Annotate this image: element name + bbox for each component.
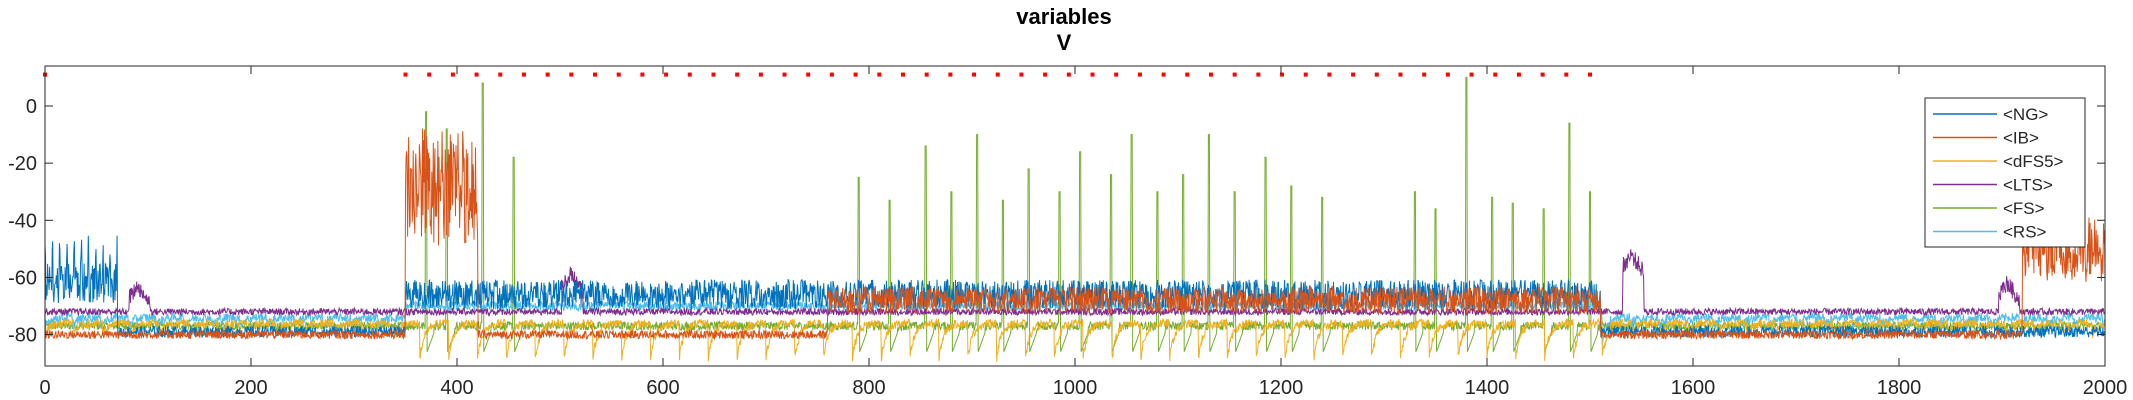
stimulus-marker [1256, 72, 1261, 77]
stimulus-marker [1090, 72, 1095, 77]
legend: <NG> <IB> <dFS5> <LTS> <FS> <RS> [1924, 97, 2086, 248]
series-line [45, 128, 2105, 341]
stimulus-marker [1208, 72, 1213, 77]
stimulus-marker [640, 72, 645, 77]
stimulus-marker [924, 72, 929, 77]
stimulus-marker [711, 72, 716, 77]
stimulus-marker [972, 72, 977, 77]
x-tick-label: 1000 [1053, 377, 1098, 399]
legend-label: <RS> [2003, 223, 2047, 242]
stimulus-marker [545, 72, 550, 77]
stimulus-marker [1540, 72, 1545, 77]
stimulus-marker [900, 72, 905, 77]
stimulus-marker [1066, 72, 1071, 77]
stimulus-marker [1232, 72, 1237, 77]
stimulus-marker [498, 72, 503, 77]
series-line [45, 317, 2105, 362]
stimulus-marker [1588, 72, 1592, 77]
series-layer [45, 76, 2105, 362]
stimulus-marker [758, 72, 763, 77]
stimulus-marker [1564, 72, 1569, 77]
legend-label: <NG> [2003, 105, 2048, 124]
y-axis: -80 -60 -40 -20 0 [8, 96, 2105, 347]
stimulus-marker [948, 72, 953, 77]
legend-box [1924, 97, 2086, 248]
stimulus-marker [687, 72, 692, 77]
stimulus-marker [1374, 72, 1379, 77]
x-tick-label: 800 [852, 377, 885, 399]
stimulus-marker [853, 72, 858, 77]
stimulus-marker [1185, 72, 1190, 77]
stimulus-marker [829, 72, 834, 77]
x-tick-label: 1400 [1465, 377, 1510, 399]
stimulus-marker [474, 72, 479, 77]
x-tick-label: 400 [440, 377, 473, 399]
legend-label: <LTS> [2003, 176, 2053, 195]
stimulus-marker [1469, 72, 1474, 77]
stimulus-marker [427, 72, 432, 77]
stimulus-marker [1422, 72, 1427, 77]
chart-title: variables [1016, 4, 1111, 29]
x-tick-label: 0 [39, 377, 50, 399]
stimulus-marker [1019, 72, 1024, 77]
stimulus-marker [1303, 72, 1308, 77]
stimulus-marker [593, 72, 598, 77]
stimulus-marker [616, 72, 621, 77]
stimulus-marker [1445, 72, 1450, 77]
stimulus-marker [806, 72, 811, 77]
stimulus-marker [450, 72, 455, 77]
x-tick-label: 200 [234, 377, 267, 399]
stimulus-marker [569, 72, 574, 77]
stimulus-marker [1493, 72, 1498, 77]
legend-label: <dFS5> [2003, 152, 2064, 171]
stimulus-marker [1280, 72, 1285, 77]
stimulus-marker [782, 72, 787, 77]
y-tick-label: -20 [8, 153, 37, 175]
x-tick-label: 2000 [2083, 377, 2128, 399]
y-tick-label: -40 [8, 210, 37, 232]
y-tick-label: -60 [8, 267, 37, 289]
legend-label: <FS> [2003, 199, 2045, 218]
stimulus-markers [43, 72, 1592, 77]
stimulus-marker [1137, 72, 1142, 77]
stimulus-marker [521, 72, 526, 77]
stimulus-marker [1043, 72, 1048, 77]
series-line [45, 235, 2105, 340]
stimulus-marker [735, 72, 740, 77]
stimulus-marker [1114, 72, 1119, 77]
x-axis: 0 200 400 600 800 1000 1200 1400 1600 1800 2000 [39, 66, 2127, 399]
x-tick-label: 1800 [1877, 377, 1922, 399]
stimulus-marker [1327, 72, 1332, 77]
stimulus-marker [1398, 72, 1403, 77]
stimulus-marker [1351, 72, 1356, 77]
y-tick-label: -80 [8, 325, 37, 347]
x-tick-label: 1600 [1671, 377, 1716, 399]
x-tick-label: 1200 [1259, 377, 1304, 399]
stimulus-marker [877, 72, 882, 77]
stimulus-marker [403, 72, 408, 77]
stimulus-marker [1161, 72, 1166, 77]
x-tick-label: 600 [646, 377, 679, 399]
stimulus-marker [664, 72, 669, 77]
y-tick-label: 0 [26, 96, 37, 118]
chart-subtitle: V [1057, 30, 1072, 55]
stimulus-marker [1516, 72, 1521, 77]
stimulus-marker [995, 72, 1000, 77]
legend-label: <IB> [2003, 129, 2039, 148]
